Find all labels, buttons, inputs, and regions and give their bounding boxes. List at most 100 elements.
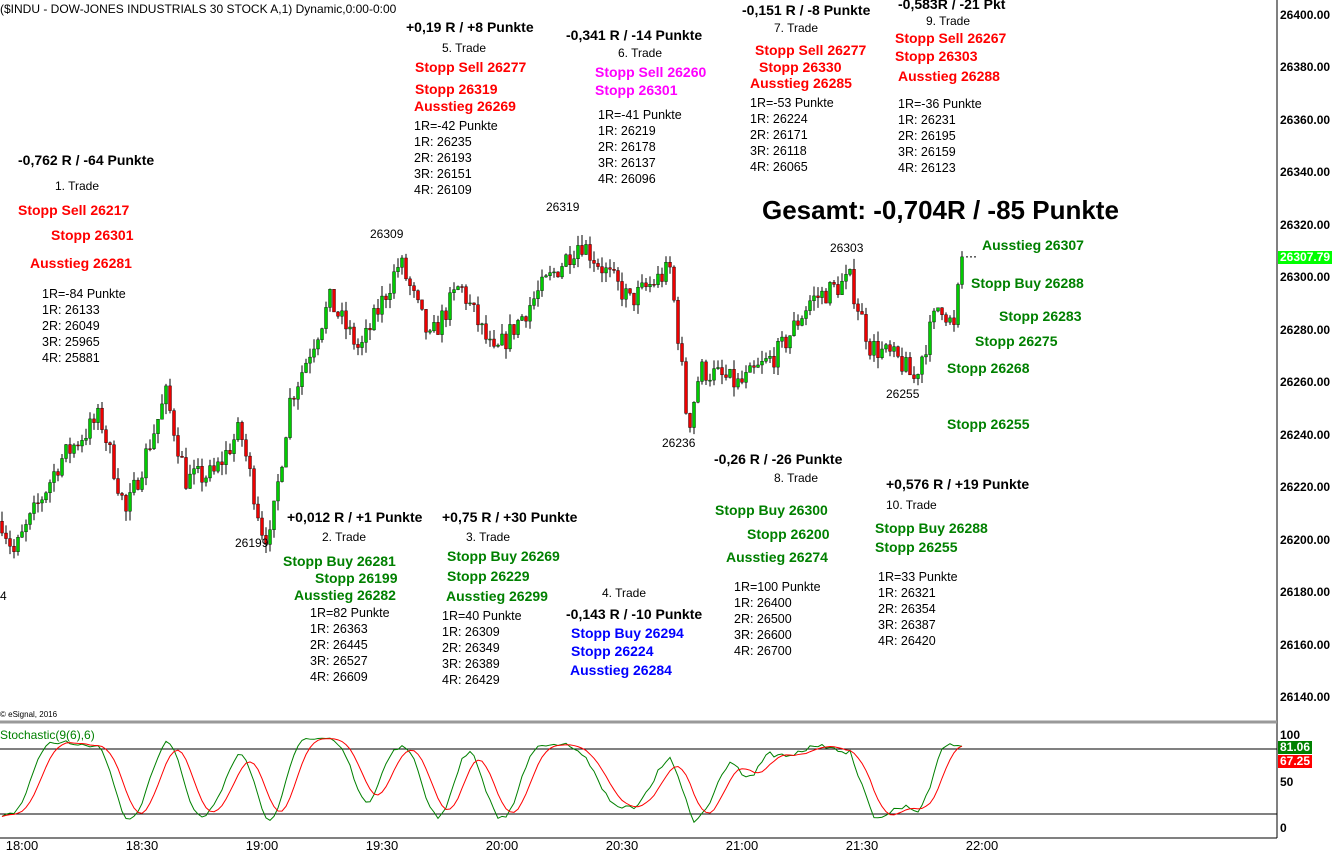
candle (480, 323, 484, 326)
trade-level: Ausstieg 26274 (726, 549, 828, 565)
chart-title: ($INDU - DOW-JONES INDUSTRIALS 30 STOCK … (0, 2, 397, 16)
trade-r-info: 2R: 26049 (42, 319, 100, 333)
candle (636, 287, 640, 306)
trade-label: 8. Trade (774, 471, 819, 485)
candle (320, 328, 324, 340)
trade-level: Stopp 26200 (747, 526, 830, 542)
candle (248, 455, 252, 469)
stochastic-d-badge: 67.25 (1278, 754, 1313, 768)
candle (920, 356, 924, 375)
trade-r-info: 1R=-53 Punkte (750, 96, 834, 110)
candle (148, 448, 152, 450)
candle (656, 273, 660, 285)
price-tick: 26240.00 (1280, 427, 1331, 442)
current-price-badge: 26307.79 (1278, 249, 1333, 264)
candle (404, 257, 408, 280)
stochastic-tick: 50 (1280, 774, 1294, 789)
candle (484, 323, 488, 340)
candle (852, 269, 856, 305)
trade-r-info: 3R: 26118 (750, 144, 807, 158)
candle (416, 290, 420, 301)
candle (556, 271, 560, 278)
time-tick: 20:00 (485, 838, 519, 853)
candle (640, 282, 644, 288)
candle (440, 310, 444, 335)
candle (628, 288, 632, 294)
candle (908, 357, 912, 376)
trade-r-info: 1R: 26231 (898, 113, 956, 127)
candle (884, 344, 888, 350)
candle (336, 311, 340, 317)
stochastic-k-line (1, 737, 963, 824)
price-tick: 26400.00 (1280, 8, 1331, 22)
stochastic-pane (0, 737, 1277, 824)
price-tick: 26260.00 (1280, 375, 1331, 390)
candle (752, 365, 756, 368)
candle (72, 444, 76, 454)
candle (388, 293, 392, 300)
candle (180, 456, 184, 458)
trade-r-info: 3R: 26387 (878, 618, 936, 632)
candle (528, 305, 532, 322)
candle (744, 372, 748, 383)
candle (924, 354, 928, 358)
candle (392, 271, 396, 294)
candle (764, 358, 768, 362)
trade-r-info: 1R=82 Punkte (310, 606, 390, 620)
candle (276, 481, 280, 502)
trade-r-info: 3R: 26600 (734, 628, 792, 642)
price-extreme-label: 26199 (235, 536, 269, 550)
candle (32, 502, 36, 514)
candle (348, 326, 352, 330)
stochastic-tick: 100 (1280, 728, 1301, 742)
candle (476, 304, 480, 326)
trade-label: 6. Trade (618, 46, 663, 60)
candle (172, 410, 176, 436)
candle (848, 269, 852, 275)
trade-label: 5. Trade (442, 41, 487, 55)
candle (756, 364, 760, 368)
candle (560, 266, 564, 278)
time-tick: 20:30 (605, 838, 639, 853)
stochastic-tick: 0 (1280, 821, 1287, 835)
candle (840, 280, 844, 295)
trade-r-info: 3R: 26389 (442, 657, 500, 671)
candle (844, 274, 848, 282)
candle (160, 403, 164, 420)
candle (292, 397, 296, 400)
candle (184, 457, 188, 489)
trade-level: Ausstieg 26285 (750, 75, 852, 91)
price-tick: 26320.00 (1280, 217, 1331, 232)
candle (624, 288, 628, 300)
candle (668, 262, 672, 268)
candle (132, 479, 136, 493)
price-tick: 26180.00 (1280, 585, 1331, 600)
copyright: © eSignal, 2016 (0, 710, 58, 719)
candle (772, 355, 776, 368)
trade-result: -0,151 R / -8 Punkte (742, 2, 871, 18)
price-tick: 26340.00 (1280, 165, 1331, 180)
candle (860, 311, 864, 315)
trade-level: Ausstieg 26288 (898, 68, 1000, 84)
candle (488, 338, 492, 341)
candle (796, 320, 800, 326)
candle (216, 461, 220, 472)
candle (728, 369, 732, 378)
price-tick: 26160.00 (1280, 637, 1331, 652)
candle (940, 307, 944, 315)
trade-result: +0,576 R / +19 Punkte (886, 476, 1030, 492)
candle (948, 317, 952, 323)
candle (140, 477, 144, 490)
candle (432, 322, 436, 332)
candle (600, 266, 604, 274)
candle (428, 330, 432, 333)
candle (828, 282, 832, 304)
candle (296, 386, 300, 400)
trade-level: Stopp 26255 (875, 539, 958, 555)
candle (176, 435, 180, 457)
candle (588, 244, 592, 261)
candle (956, 284, 960, 325)
candle (768, 355, 772, 359)
trade-r-info: 4R: 26065 (750, 160, 808, 174)
trade-level: Stopp Sell 26217 (18, 202, 130, 218)
